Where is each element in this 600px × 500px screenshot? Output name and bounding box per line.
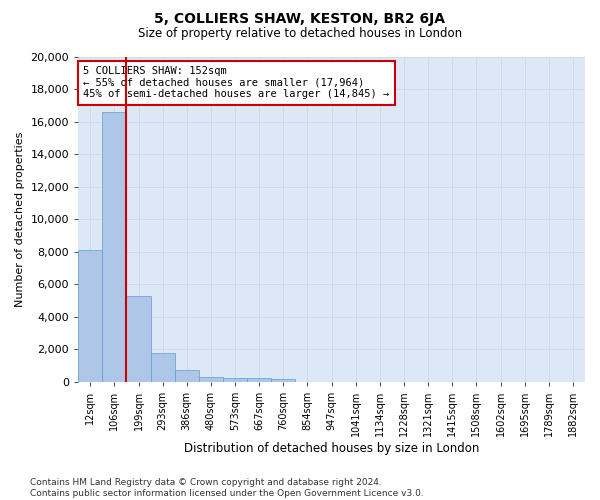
Bar: [78, 250, 103, 382]
Bar: [151, 354, 175, 382]
Bar: [271, 378, 295, 382]
Text: Size of property relative to detached houses in London: Size of property relative to detached ho…: [138, 28, 462, 40]
Text: 5, COLLIERS SHAW, KESTON, BR2 6JA: 5, COLLIERS SHAW, KESTON, BR2 6JA: [155, 12, 445, 26]
Bar: [247, 378, 271, 382]
Text: Contains HM Land Registry data © Crown copyright and database right 2024.
Contai: Contains HM Land Registry data © Crown c…: [30, 478, 424, 498]
Bar: [199, 376, 223, 382]
Bar: [175, 370, 199, 382]
Bar: [127, 296, 151, 382]
X-axis label: Distribution of detached houses by size in London: Distribution of detached houses by size …: [184, 442, 479, 455]
Y-axis label: Number of detached properties: Number of detached properties: [15, 132, 25, 307]
Text: 5 COLLIERS SHAW: 152sqm
← 55% of detached houses are smaller (17,964)
45% of sem: 5 COLLIERS SHAW: 152sqm ← 55% of detache…: [83, 66, 389, 100]
Bar: [223, 378, 247, 382]
Bar: [103, 112, 127, 382]
